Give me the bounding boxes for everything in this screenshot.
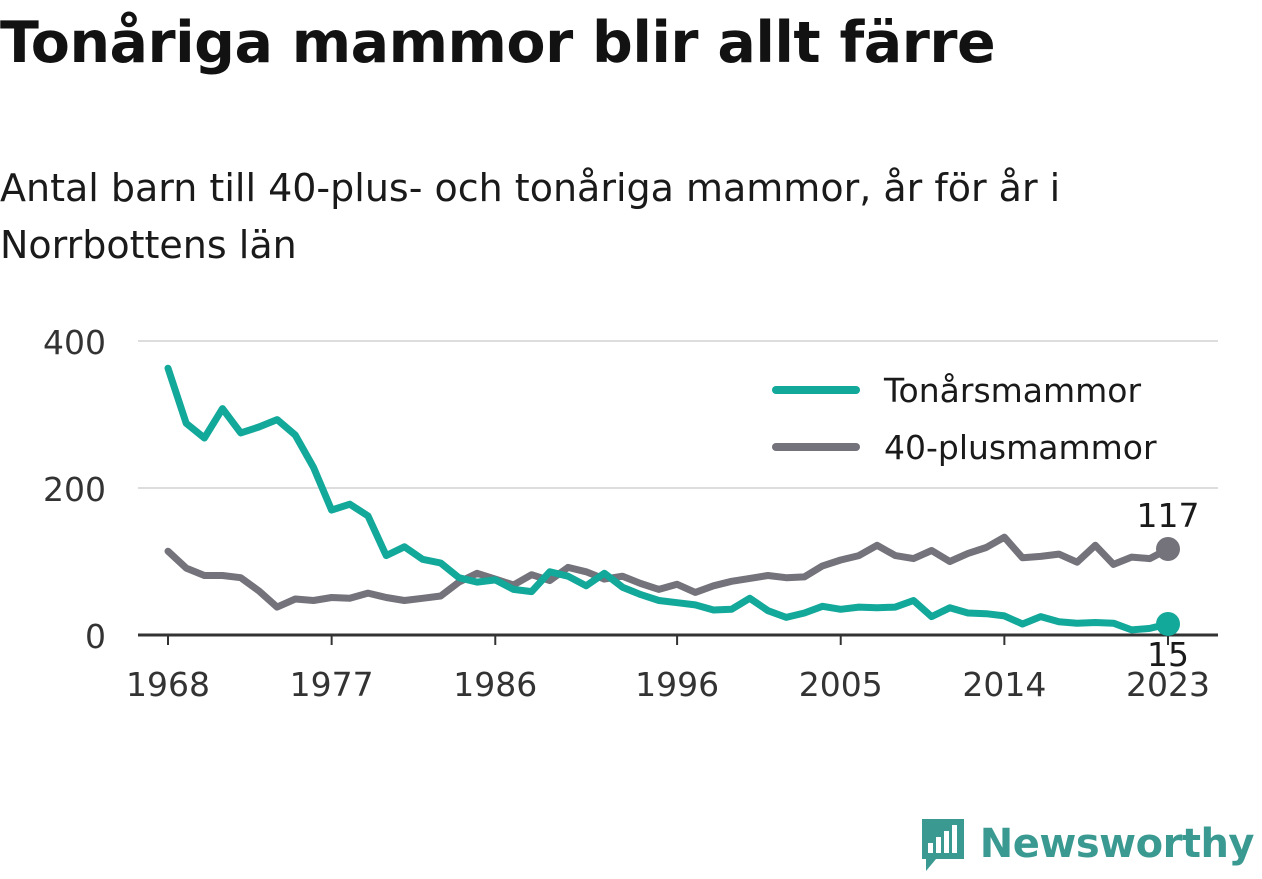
x-tick-label: 2014 bbox=[962, 665, 1046, 704]
end-label-tonarsmammor: 15 bbox=[1147, 635, 1189, 674]
legend: Tonårsmammor 40-plusmammor bbox=[772, 371, 1157, 467]
end-label-40-plusmammor: 117 bbox=[1137, 496, 1200, 535]
legend-item-tonarsmammor: Tonårsmammor bbox=[772, 371, 1141, 410]
newsworthy-logo-icon bbox=[921, 819, 964, 871]
x-tick-label: 1986 bbox=[453, 665, 537, 704]
x-tick-label: 2023 bbox=[1126, 665, 1210, 704]
gridlines bbox=[138, 340, 1218, 489]
end-point-tonarsmammor bbox=[1156, 611, 1180, 636]
x-tick-label: 2005 bbox=[799, 665, 883, 704]
series-line-tonarsmammor bbox=[164, 364, 1172, 634]
legend-label: 40-plusmammor bbox=[884, 428, 1157, 467]
y-tick-label: 400 bbox=[43, 323, 106, 362]
series-line-40-plusmammor bbox=[164, 533, 1172, 611]
y-tick-label: 200 bbox=[43, 470, 106, 509]
legend-item-40-plusmammor: 40-plusmammor bbox=[772, 428, 1157, 467]
chart-title: Tonåriga mammor blir allt färre bbox=[0, 10, 996, 76]
axes: 0 200 400 1968 1977 1986 1996 2005 2014 2023 bbox=[43, 323, 1218, 704]
end-point-40-plusmammor bbox=[1156, 537, 1180, 562]
series-lines bbox=[164, 364, 1180, 636]
y-tick-label: 0 bbox=[85, 617, 106, 656]
brand-name: Newsworthy bbox=[979, 821, 1255, 867]
x-tick-label: 1996 bbox=[635, 665, 719, 704]
brand-logo: Newsworthy bbox=[918, 815, 1255, 873]
end-labels: 117 15 bbox=[1137, 496, 1200, 674]
x-tick-label: 1977 bbox=[290, 665, 374, 704]
chart-subtitle: Antal barn till 40-plus- och tonåriga ma… bbox=[0, 166, 1061, 267]
legend-label: Tonårsmammor bbox=[883, 371, 1141, 410]
x-tick-label: 1968 bbox=[126, 665, 210, 704]
